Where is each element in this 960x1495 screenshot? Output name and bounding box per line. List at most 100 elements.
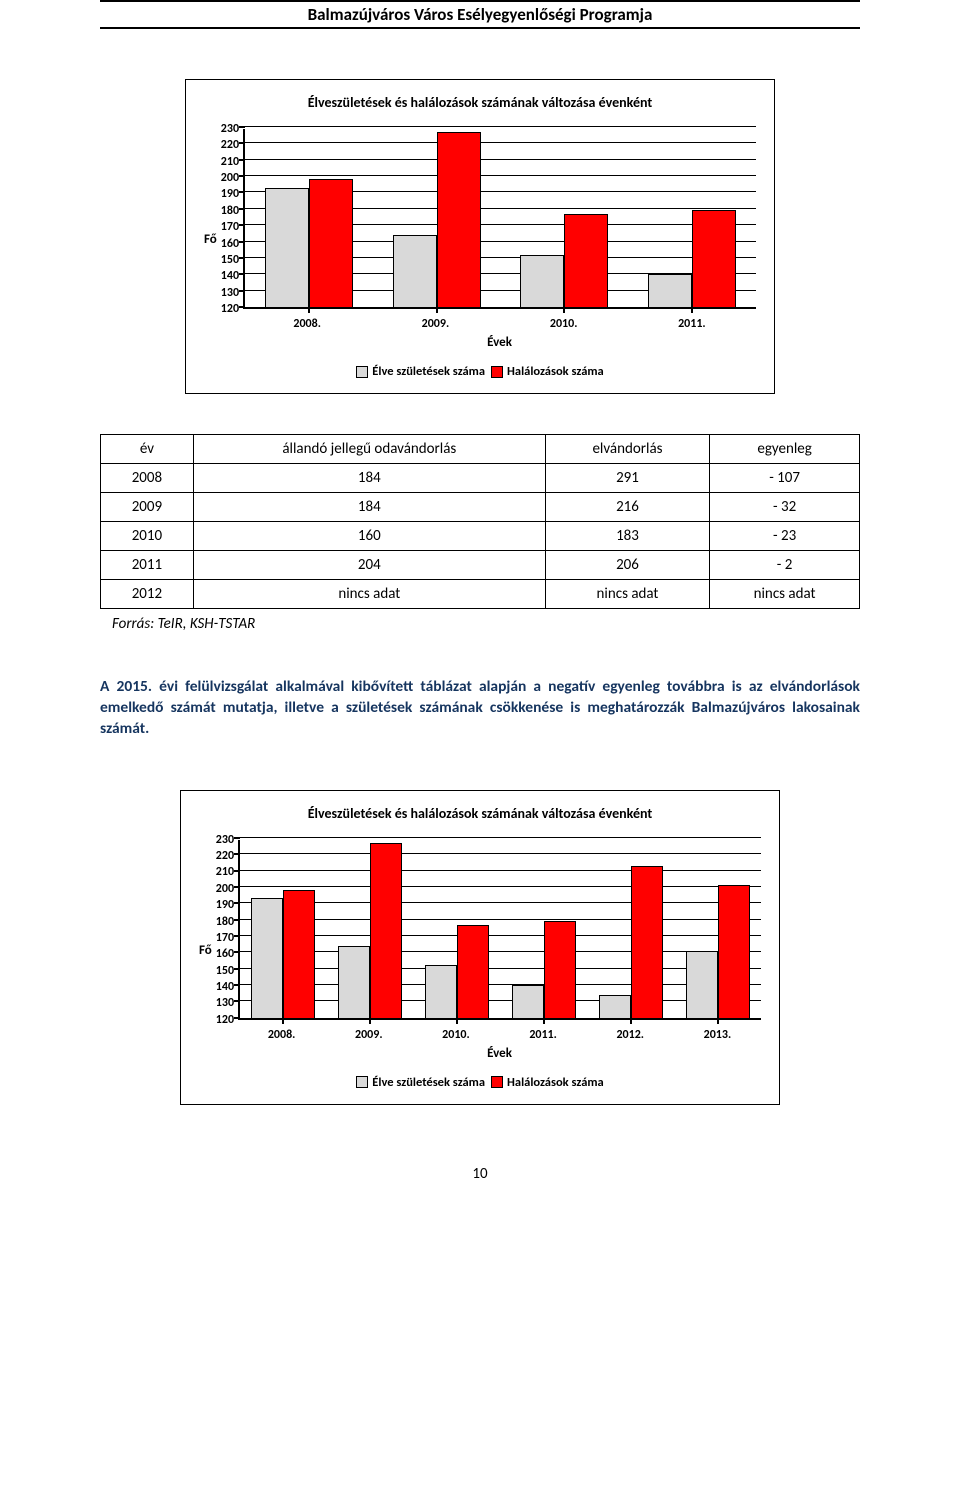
chart1-legend: Élve születések száma Halálozások száma: [204, 364, 756, 379]
chart1-y-label: Fő: [204, 232, 217, 247]
chart-y-tick-mark: [239, 126, 245, 128]
chart-y-tick: 130: [216, 997, 234, 1009]
chart-bar-group: [501, 840, 588, 1018]
chart-bar: [370, 843, 402, 1018]
table-cell: 160: [193, 522, 545, 551]
table-row: 2011204206- 2: [101, 551, 860, 580]
chart-x-tick-mark: [282, 1018, 284, 1024]
chart-legend-swatch: [491, 366, 503, 378]
chart-y-tick: 230: [216, 834, 234, 846]
table-cell: 2012: [101, 580, 194, 609]
chart2-plot: [238, 840, 761, 1020]
table-header-cell: elvándorlás: [545, 435, 709, 464]
table-cell: nincs adat: [545, 580, 709, 609]
chart-x-label: 2011.: [500, 1028, 587, 1042]
chart1-y-ticks: 230220210200190180170160150140130120: [221, 123, 239, 315]
chart-bar: [648, 274, 692, 307]
table-cell: 184: [193, 493, 545, 522]
table-row: 2009184216- 32: [101, 493, 860, 522]
chart-bar: [457, 925, 489, 1018]
chart-legend-item: Halálozások száma: [491, 1075, 604, 1090]
chart-bar-group: [240, 840, 327, 1018]
table-cell: - 23: [710, 522, 860, 551]
chart-bar-group: [587, 840, 674, 1018]
chart-bar: [437, 132, 481, 307]
table-cell: 204: [193, 551, 545, 580]
chart2-y-label: Fő: [199, 943, 212, 958]
chart-y-tick: 180: [221, 205, 239, 217]
table-cell: 183: [545, 522, 709, 551]
chart2-legend: Élve születések számaHalálozások száma: [199, 1075, 761, 1090]
chart-y-tick: 130: [221, 287, 239, 299]
chart-x-label: 2009.: [371, 317, 499, 331]
chart-y-tick: 150: [216, 965, 234, 977]
chart2-x-title: Évek: [238, 1046, 761, 1061]
chart-bar-group: [628, 129, 756, 307]
chart-x-tick-mark: [543, 1018, 545, 1024]
chart-bar: [425, 965, 457, 1017]
chart-y-tick: 210: [216, 866, 234, 878]
chart1-plot: [243, 129, 756, 309]
chart-x-label: 2012.: [587, 1028, 674, 1042]
chart-y-tick: 200: [221, 172, 239, 184]
chart-bar: [265, 188, 309, 307]
page-header-title: Balmazújváros Város Esélyegyenlőségi Pro…: [100, 2, 860, 27]
chart-y-tick: 180: [216, 916, 234, 928]
table-source: Forrás: TeIR, KSH-TSTAR: [112, 615, 860, 633]
chart-legend-item: Halálozások száma: [491, 364, 604, 379]
chart-bar: [631, 866, 663, 1018]
chart2-y-ticks: 230220210200190180170160150140130120: [216, 834, 234, 1026]
chart-legend-swatch: [491, 1076, 503, 1088]
chart-y-tick: 220: [216, 850, 234, 862]
chart-x-label: 2008.: [243, 317, 371, 331]
chart-bar-group: [373, 129, 501, 307]
table-cell: nincs adat: [710, 580, 860, 609]
chart-bar-group: [327, 840, 414, 1018]
table-cell: - 2: [710, 551, 860, 580]
chart-x-label: 2010.: [412, 1028, 499, 1042]
chart-births-deaths-1: Élveszületések és halálozások számának v…: [185, 79, 775, 394]
chart-y-tick: 160: [216, 948, 234, 960]
table-cell: nincs adat: [193, 580, 545, 609]
chart-y-tick: 220: [221, 139, 239, 151]
table-cell: 184: [193, 464, 545, 493]
chart-bar-group: [501, 129, 629, 307]
chart-y-tick: 120: [221, 303, 239, 315]
table-header-row: évállandó jellegű odavándorláselvándorlá…: [101, 435, 860, 464]
migration-table: évállandó jellegű odavándorláselvándorlá…: [100, 434, 860, 609]
chart-y-tick: 230: [221, 123, 239, 135]
chart-bar: [251, 898, 283, 1017]
chart-x-label: 2010.: [500, 317, 628, 331]
chart-legend-label: Halálozások száma: [507, 364, 604, 379]
table-row: 2008184291- 107: [101, 464, 860, 493]
chart-x-label: 2009.: [325, 1028, 412, 1042]
chart-legend-label: Élve születések száma: [372, 364, 485, 379]
chart-bar: [686, 951, 718, 1018]
chart-bar: [393, 235, 437, 307]
chart-x-tick-mark: [563, 307, 565, 313]
chart-gridline: [240, 837, 761, 838]
chart-x-tick-mark: [717, 1018, 719, 1024]
chart-y-tick: 170: [221, 221, 239, 233]
chart2-plot-wrap: 2008.2009.2010.2011.2012.2013. Évek: [238, 840, 761, 1061]
chart1-body: Fő 230220210200190180170160150140130120 …: [204, 129, 756, 350]
chart-bar: [309, 179, 353, 307]
chart-bars-row: [240, 840, 761, 1018]
chart-legend-swatch: [356, 366, 368, 378]
chart-legend-item: Élve születések száma: [356, 364, 485, 379]
chart2-body: Fő 230220210200190180170160150140130120 …: [199, 840, 761, 1061]
chart-bar-group: [245, 129, 373, 307]
chart-x-tick-mark: [630, 1018, 632, 1024]
chart-y-tick: 200: [216, 883, 234, 895]
header-rule-bottom: [100, 27, 860, 29]
chart-y-tick: 140: [216, 981, 234, 993]
chart-y-tick: 140: [221, 270, 239, 282]
chart-y-tick: 190: [216, 899, 234, 911]
chart-bar: [692, 210, 736, 307]
chart-x-tick-mark: [436, 307, 438, 313]
chart-bar: [283, 890, 315, 1018]
chart-y-tick: 160: [221, 238, 239, 250]
table-cell: 216: [545, 493, 709, 522]
chart-bar: [544, 921, 576, 1018]
chart-x-label: 2011.: [628, 317, 756, 331]
